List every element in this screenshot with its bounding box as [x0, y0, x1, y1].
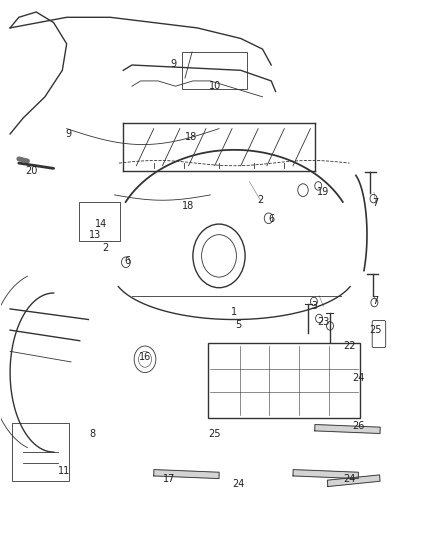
- Text: 22: 22: [343, 341, 356, 351]
- Text: 16: 16: [139, 352, 151, 361]
- Polygon shape: [154, 470, 219, 479]
- Text: 26: 26: [352, 421, 364, 431]
- Polygon shape: [327, 475, 380, 487]
- Text: 9: 9: [170, 59, 177, 69]
- Text: 9: 9: [66, 129, 72, 139]
- Text: 8: 8: [90, 429, 96, 439]
- Text: 20: 20: [26, 166, 38, 176]
- Text: 14: 14: [95, 219, 108, 229]
- Text: 5: 5: [236, 320, 242, 330]
- Text: 7: 7: [373, 198, 379, 208]
- Text: 10: 10: [208, 81, 221, 91]
- Text: 3: 3: [312, 301, 318, 311]
- Text: 18: 18: [182, 200, 194, 211]
- Text: 25: 25: [369, 325, 382, 335]
- Text: 2: 2: [257, 195, 264, 205]
- Text: 17: 17: [163, 474, 175, 483]
- Text: 6: 6: [124, 256, 131, 266]
- Text: 23: 23: [317, 317, 330, 327]
- Text: 24: 24: [352, 373, 364, 383]
- Polygon shape: [315, 424, 380, 433]
- Text: 7: 7: [373, 296, 379, 306]
- Text: 18: 18: [184, 132, 197, 142]
- Polygon shape: [293, 470, 358, 479]
- Text: 11: 11: [58, 466, 71, 475]
- Text: 6: 6: [268, 214, 274, 224]
- Text: 19: 19: [317, 187, 329, 197]
- Text: 2: 2: [103, 243, 109, 253]
- Text: 1: 1: [231, 306, 237, 317]
- Text: 25: 25: [208, 429, 221, 439]
- Text: 24: 24: [343, 474, 356, 483]
- Text: 24: 24: [233, 479, 245, 489]
- Text: 13: 13: [89, 230, 101, 240]
